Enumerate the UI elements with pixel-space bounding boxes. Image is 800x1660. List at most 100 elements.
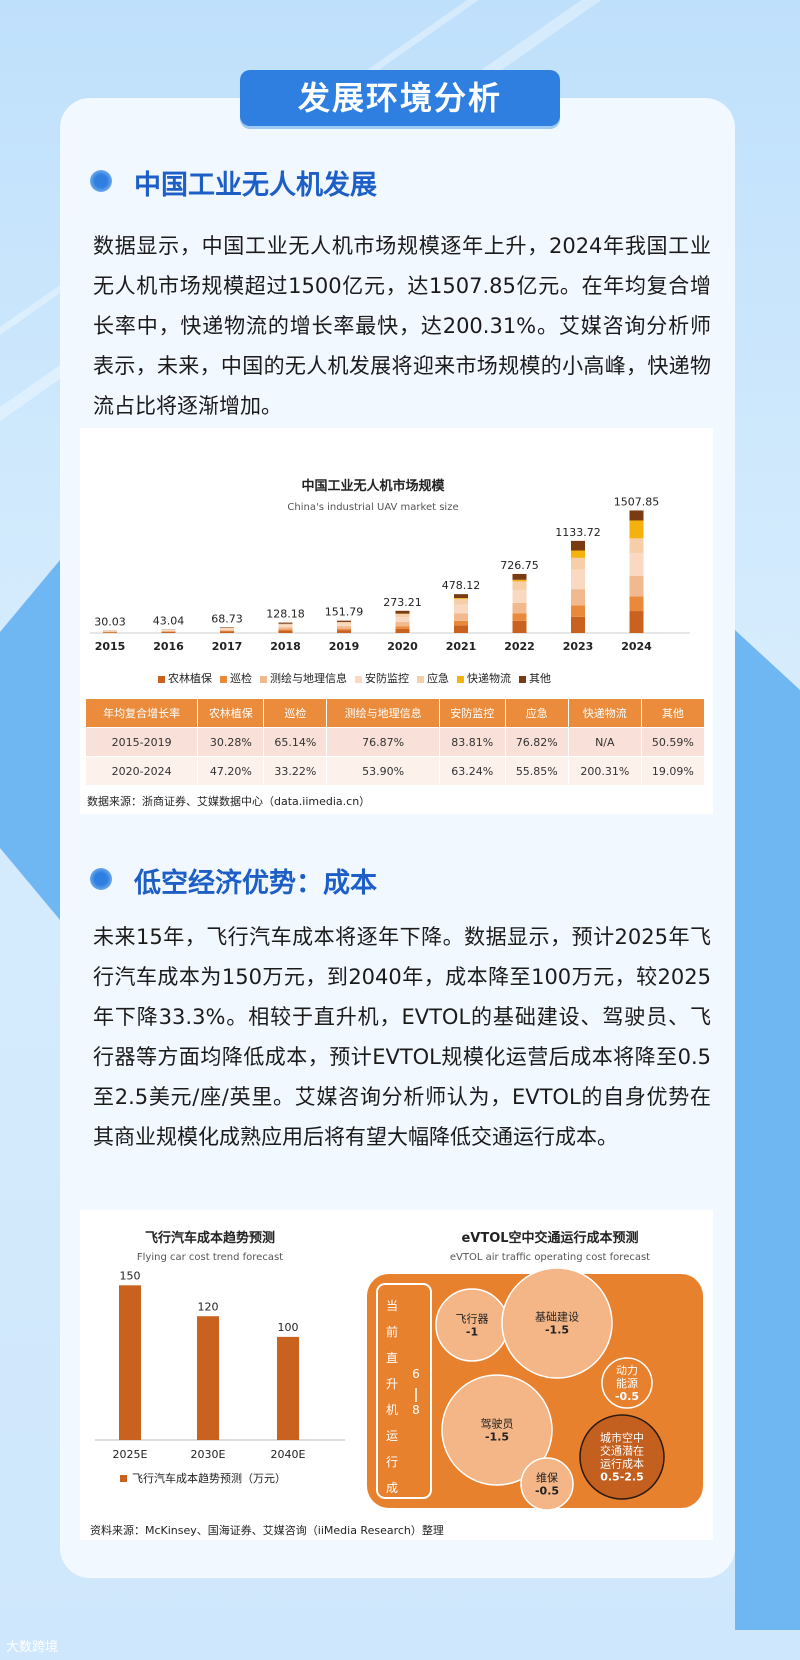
table-header-cell: 测绘与地理信息 bbox=[326, 698, 440, 728]
bar-segment bbox=[278, 625, 293, 628]
table-cell: 55.85% bbox=[504, 756, 569, 786]
bar-segment bbox=[220, 627, 234, 628]
bar-segment bbox=[454, 604, 468, 614]
table-cell: 47.20% bbox=[197, 756, 265, 786]
bar-segment bbox=[278, 630, 293, 633]
bar-segment bbox=[629, 510, 644, 521]
bubble-label: 驾驶员 bbox=[481, 1417, 514, 1431]
bar-segment bbox=[395, 626, 410, 629]
helicopter-cost-char: 直 bbox=[386, 1351, 398, 1365]
legend-label: 快递物流 bbox=[467, 672, 511, 685]
bar-segment bbox=[220, 631, 234, 633]
cagr-table: 年均复合增长率 农林植保 巡检 测绘与地理信息 安防监控 应急 快递物流 其他 2015-20… bbox=[84, 698, 706, 786]
bar-segment bbox=[571, 557, 585, 570]
bubble-value: 0.5-2.5 bbox=[600, 1471, 644, 1484]
bar-segment bbox=[571, 550, 585, 558]
bar-segment bbox=[571, 589, 585, 606]
bar-segment bbox=[103, 632, 117, 633]
bar-segment bbox=[161, 630, 176, 632]
x-tick-label: 2016 bbox=[153, 640, 184, 653]
bar-segment bbox=[512, 573, 527, 580]
legend-swatch bbox=[519, 675, 526, 683]
bar-total-label: 478.12 bbox=[442, 579, 481, 592]
bar-segment bbox=[629, 520, 644, 539]
evtol-cost-bubble-chart: eVTOL空中交通运行成本预测 eVTOL air traffic operat… bbox=[367, 1230, 703, 1510]
footer-logo: 大数跨境 bbox=[6, 1640, 59, 1655]
bar-value-label: 100 bbox=[278, 1321, 299, 1334]
helicopter-cost-box bbox=[376, 1283, 432, 1499]
table-cell: 76.82% bbox=[504, 727, 569, 757]
bubble-label: 维保 bbox=[536, 1471, 558, 1485]
bar-segment bbox=[278, 627, 293, 630]
section2-paragraph: 未来15年，飞行汽车成本将逐年下降。数据显示，预计2025年飞行汽车成本为150… bbox=[93, 925, 711, 1149]
bubble-label: 运行成本 bbox=[600, 1457, 644, 1471]
chart2-subtitle: Flying car cost trend forecast bbox=[137, 1252, 283, 1263]
bar-segment bbox=[454, 598, 468, 599]
table-cell: 200.31% bbox=[567, 756, 642, 786]
chart1-subtitle: China's industrial UAV market size bbox=[287, 502, 458, 513]
bar-total-label: 726.75 bbox=[500, 559, 539, 572]
legend-label: 应急 bbox=[427, 672, 449, 685]
bg-right-accent bbox=[735, 630, 800, 1630]
table-cell: 65.14% bbox=[263, 727, 328, 757]
x-tick-label: 2019 bbox=[329, 640, 360, 653]
bar-segment bbox=[629, 611, 644, 633]
table-cell: 19.09% bbox=[640, 756, 706, 786]
bar-segment bbox=[454, 594, 468, 599]
section2-bullet-icon bbox=[90, 868, 112, 890]
table-cell: 30.28% bbox=[197, 727, 265, 757]
bar-segment bbox=[278, 622, 293, 624]
table-cell: 83.81% bbox=[438, 727, 506, 757]
helicopter-cost-char: 当 bbox=[386, 1299, 398, 1313]
table-cell: 53.90% bbox=[326, 756, 440, 786]
bar-segment bbox=[512, 602, 527, 614]
x-tick-label: 2023 bbox=[563, 640, 594, 653]
bubble bbox=[579, 1414, 665, 1500]
helicopter-cost-char: 升 bbox=[386, 1377, 398, 1391]
x-tick-label: 2022 bbox=[504, 640, 535, 653]
bar-segment bbox=[220, 627, 234, 629]
bubble bbox=[520, 1457, 574, 1510]
bubble-label: 交通潜在 bbox=[600, 1444, 644, 1458]
chart2-bars: 150 2025E 120 2030E 100 2040E bbox=[113, 1269, 306, 1461]
bubble bbox=[501, 1267, 613, 1379]
chart1-bars: 30.03 2015 43.04 2016 68.73 2017 128.18 2018 151… bbox=[94, 495, 659, 653]
helicopter-cost-char: 行 bbox=[386, 1455, 398, 1469]
bar-segment bbox=[512, 620, 527, 633]
bar bbox=[277, 1336, 299, 1440]
helicopter-cost-value: 6 bbox=[412, 1367, 420, 1381]
x-tick-label: 2021 bbox=[446, 640, 477, 653]
bar bbox=[197, 1316, 219, 1440]
table-cell: 2020-2024 bbox=[84, 756, 199, 786]
bar-total-label: 30.03 bbox=[94, 616, 126, 629]
bubble-value: -1 bbox=[466, 1326, 478, 1339]
bar-segment bbox=[571, 605, 585, 617]
chart1-legend: 农林植保 巡检 测绘与地理信息 安防监控 应急 快递物流 其他 bbox=[150, 670, 551, 686]
legend-swatch bbox=[158, 675, 165, 683]
chart3-subtitle: eVTOL air traffic operating cost forecas… bbox=[450, 1252, 650, 1263]
bar-segment bbox=[337, 621, 351, 624]
x-tick-label: 2015 bbox=[95, 640, 126, 653]
bar-segment bbox=[220, 629, 234, 631]
helicopter-cost-value: 8 bbox=[412, 1403, 420, 1417]
helicopter-cost-char: 成 bbox=[386, 1481, 398, 1495]
x-tick-label: 2018 bbox=[270, 640, 301, 653]
bar-segment bbox=[395, 628, 410, 633]
section1-bullet-icon bbox=[90, 170, 112, 192]
uav-market-chart: 中国工业无人机市场规模 China's industrial UAV marke… bbox=[90, 478, 690, 653]
table-cell: 33.22% bbox=[263, 756, 328, 786]
legend-swatch bbox=[220, 675, 227, 683]
bubble-label: 飞行器 bbox=[456, 1313, 489, 1326]
page-banner-title: 发展环境分析 bbox=[240, 70, 560, 126]
bar-segment bbox=[161, 630, 176, 631]
table-header-cell: 巡检 bbox=[263, 698, 328, 728]
bar-segment bbox=[629, 596, 644, 612]
bar-segment bbox=[337, 623, 351, 627]
bubble-value: -0.5 bbox=[615, 1390, 639, 1403]
table-header-cell: 农林植保 bbox=[197, 698, 265, 728]
bar-segment bbox=[629, 538, 644, 553]
bg-left-accent bbox=[0, 560, 60, 920]
legend-swatch bbox=[457, 675, 464, 683]
table-cell: 50.59% bbox=[640, 727, 706, 757]
bar-segment bbox=[220, 630, 234, 632]
